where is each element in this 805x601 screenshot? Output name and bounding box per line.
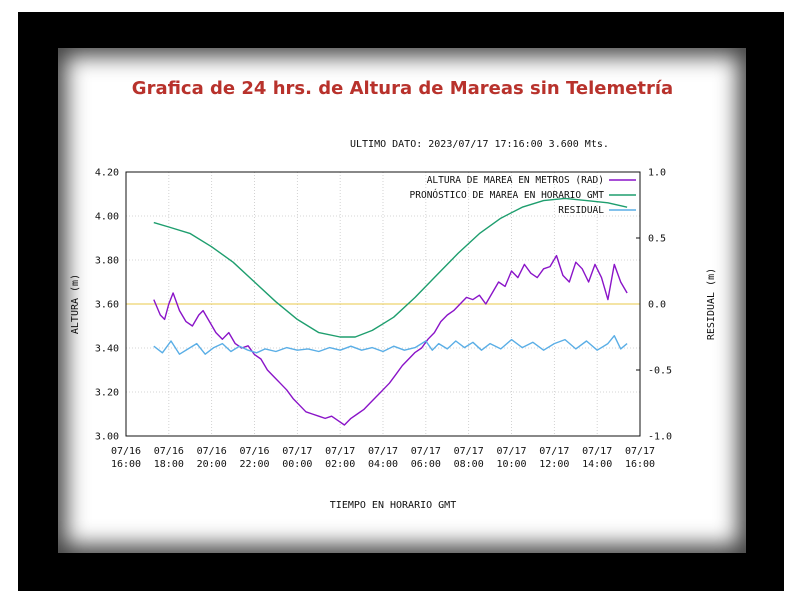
x-tick-time: 02:00 (325, 459, 355, 470)
last-data-readout: ULTIMO DATO: 2023/07/17 17:16:00 3.600 M… (350, 139, 609, 150)
y2-tick-label: 0.0 (648, 300, 666, 311)
y-tick-label: 4.00 (95, 212, 119, 223)
x-tick-time: 04:00 (368, 459, 398, 470)
y2-tick-label: -1.0 (648, 432, 672, 443)
series-line-1 (153, 254, 628, 426)
y-tick-label: 3.80 (95, 256, 119, 267)
legend-label: ALTURA DE MAREA EN METROS (RAD) (427, 175, 604, 186)
plot-frame (125, 171, 641, 437)
y-axis-label: ALTURA (m) (70, 274, 81, 334)
x-tick-time: 22:00 (239, 459, 269, 470)
x-tick-time: 20:00 (197, 459, 227, 470)
y-tick-label: 3.20 (95, 388, 119, 399)
x-tick-date: 07/17 (325, 446, 355, 457)
x-tick-date: 07/16 (111, 446, 141, 457)
y-tick-label: 3.60 (95, 300, 119, 311)
x-tick-date: 07/16 (239, 446, 269, 457)
x-tick-date: 07/17 (368, 446, 398, 457)
x-tick-time: 16:00 (625, 459, 655, 470)
x-tick-time: 12:00 (539, 459, 569, 470)
y2-tick-label: 1.0 (648, 168, 666, 179)
tick-labels: 07/16 16:00 07/16 18:00 07/16 20:00 07/16 22:00… (95, 168, 672, 471)
x-tick-date: 07/17 (411, 446, 441, 457)
x-tick-time: 06:00 (411, 459, 441, 470)
x-tick-date: 07/16 (154, 446, 184, 457)
x-axis-label: TIEMPO EN HORARIO GMT (330, 500, 456, 511)
x-tick-date: 07/17 (282, 446, 312, 457)
series-layer (153, 197, 628, 426)
chart-title: Grafica de 24 hrs. de Altura de Mareas s… (131, 78, 674, 99)
y2-tick-label: 0.5 (648, 234, 666, 245)
x-tick-time: 18:00 (154, 459, 184, 470)
x-tick-time: 14:00 (582, 459, 612, 470)
x-tick-date: 07/17 (539, 446, 569, 457)
y2-tick-label: -0.5 (648, 366, 672, 377)
y-tick-label: 4.20 (95, 168, 119, 179)
chart-panel (58, 48, 746, 553)
y2-axis-label: RESIDUAL (m) (706, 268, 717, 340)
x-tick-date: 07/17 (454, 446, 484, 457)
x-tick-date: 07/16 (197, 446, 227, 457)
series-line-2 (153, 197, 628, 338)
x-tick-date: 07/17 (496, 446, 526, 457)
y-tick-label: 3.00 (95, 432, 119, 443)
x-tick-time: 08:00 (454, 459, 484, 470)
x-tick-date: 07/17 (625, 446, 655, 457)
y-tick-label: 3.40 (95, 344, 119, 355)
x-tick-time: 10:00 (496, 459, 526, 470)
legend: ALTURA DE MAREA EN METROS (RAD) PRONÓSTIC… (410, 175, 636, 216)
x-tick-date: 07/17 (582, 446, 612, 457)
legend-label: PRONÓSTICO DE MAREA EN HORARIO GMT (410, 189, 605, 201)
x-tick-time: 16:00 (111, 459, 141, 470)
x-tick-time: 00:00 (282, 459, 312, 470)
series-line-3 (153, 335, 628, 355)
legend-label: RESIDUAL (558, 205, 604, 216)
